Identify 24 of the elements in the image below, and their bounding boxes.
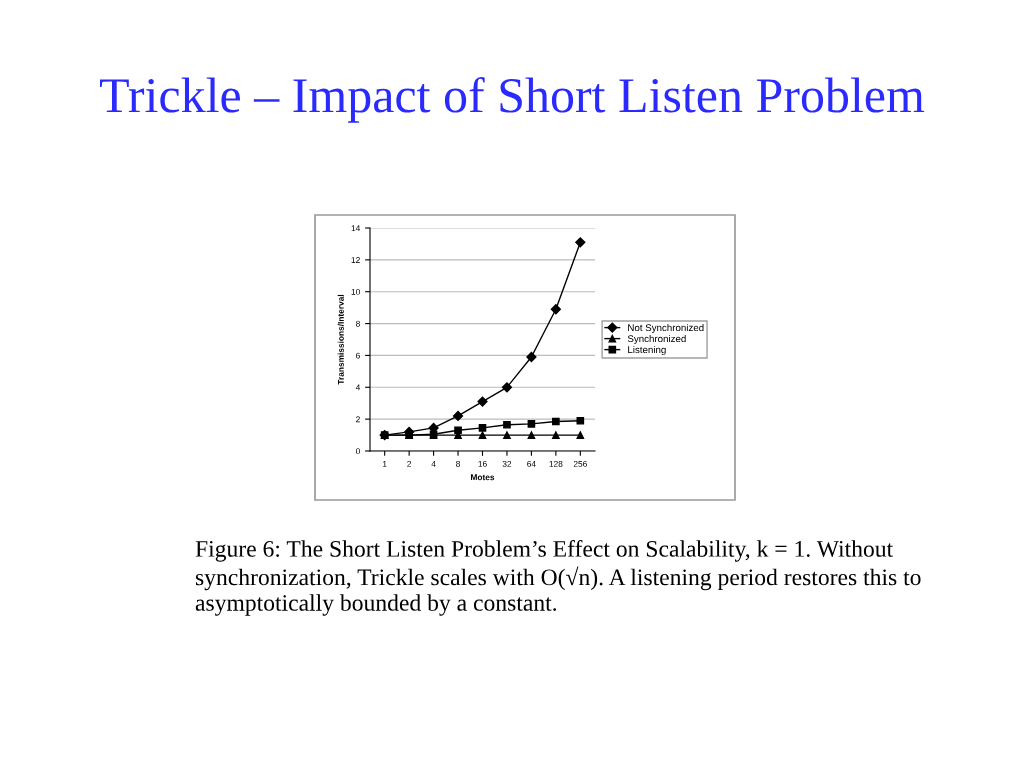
x-tick-label: 16: [478, 460, 487, 467]
y-tick-label: 6: [356, 352, 360, 359]
x-tick-label: 32: [502, 460, 512, 467]
y-tick-label: 4: [355, 384, 361, 391]
x-tick-label: 8: [456, 460, 460, 467]
x-tick-label: 1: [382, 461, 387, 467]
x-tick-label: 64: [527, 460, 536, 467]
y-tick-label: 8: [356, 320, 360, 327]
x-tick-label: 128: [549, 460, 563, 467]
chart-title: Trickle – Impact of Short Listen Problem: [99, 76, 925, 123]
x-tick-label: 2: [407, 460, 412, 467]
caption: Figure 6: The Short Listen Problem’s Effect on Scalability, k = 1. Without synchronization, Trickle scales with O(√n). A listening period restores this to asymptotically bounded by a constant.: [195, 540, 921, 616]
y-axis-title: Transmissions/Interval: [337, 294, 344, 385]
x-tick-label: 256: [573, 460, 587, 467]
legend-label: Synchronized: [627, 334, 686, 345]
y-tick-label: 12: [351, 257, 360, 263]
y-tick-label: 14: [351, 225, 361, 232]
y-tick-label: 0: [355, 448, 360, 455]
x-axis-title: Motes: [471, 474, 495, 481]
y-tick-label: 10: [351, 288, 360, 295]
legend-label: Not Synchronized: [628, 323, 704, 334]
y-tick-label: 2: [356, 416, 360, 423]
legend-label: Listening: [628, 345, 666, 356]
x-tick-label: 4: [431, 461, 436, 467]
